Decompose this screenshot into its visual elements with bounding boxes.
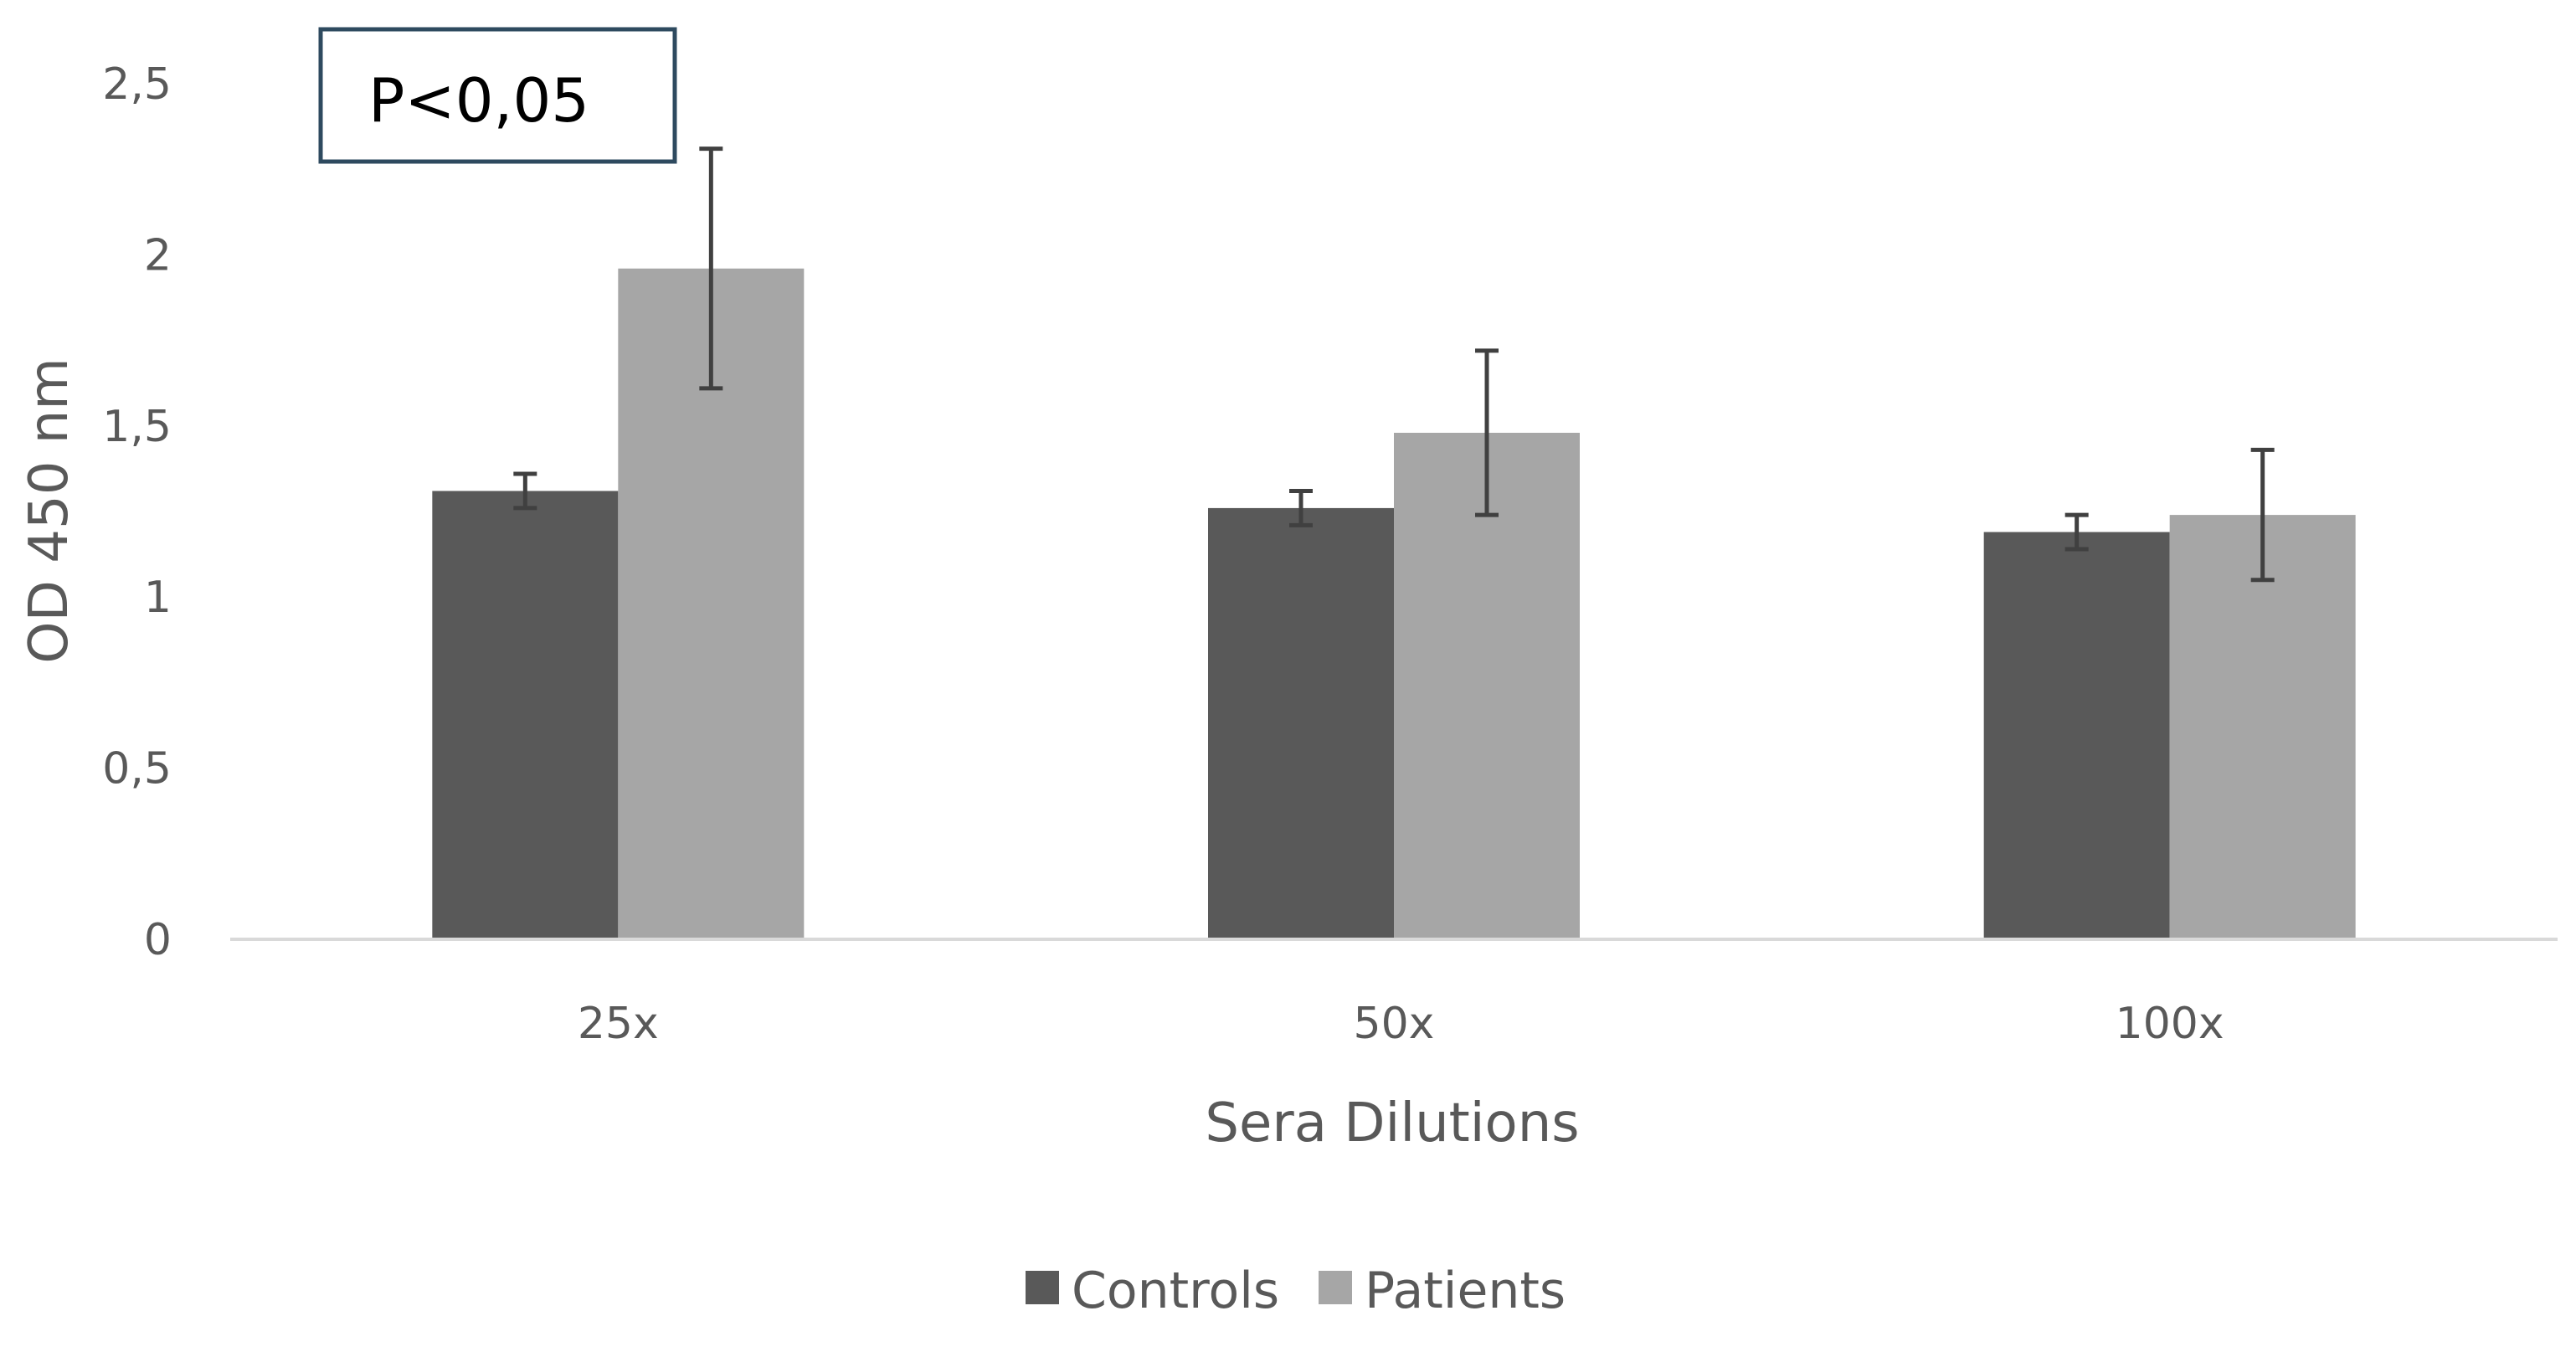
y-tick-label: 1,5 <box>102 402 172 452</box>
legend-swatch-patients <box>1319 1271 1352 1304</box>
x-tick-label: 50x <box>1354 999 1435 1049</box>
annotation-text: P<0,05 <box>368 65 589 136</box>
legend: Controls Patients <box>1026 1262 1566 1320</box>
bar-controls-50x <box>1208 507 1394 939</box>
x-axis-ticks: 25x 50x 100x <box>578 999 2224 1049</box>
x-tick-label: 100x <box>2116 999 2224 1049</box>
bar-controls-25x <box>432 491 619 939</box>
y-tick-label: 1 <box>144 573 172 623</box>
x-axis-title: Sera Dilutions <box>1205 1092 1579 1154</box>
y-axis-title: OD 450 nm <box>18 357 80 663</box>
error-bar-controls-25x <box>513 471 537 511</box>
legend-label-controls: Controls <box>1072 1262 1279 1320</box>
y-axis-ticks: 0 0,5 1 1,5 2 2,5 <box>102 59 172 965</box>
error-bars <box>513 147 2275 583</box>
bars <box>432 268 2356 939</box>
bar-controls-100x <box>1983 532 2170 939</box>
annotation-box <box>318 27 677 164</box>
error-bar-controls-50x <box>1289 488 1313 527</box>
significance-annotation: P<0,05 <box>318 27 677 164</box>
bar-patients-100x <box>2169 515 2356 939</box>
x-tick-label: 25x <box>578 999 659 1049</box>
error-bar-patients-25x <box>699 147 723 391</box>
legend-swatch-controls <box>1026 1271 1059 1304</box>
error-bar-patients-50x <box>1475 348 1499 517</box>
bar-patients-50x <box>1394 432 1580 939</box>
legend-label-patients: Patients <box>1365 1262 1566 1320</box>
error-bar-controls-100x <box>2064 512 2089 552</box>
y-tick-label: 2,5 <box>102 59 172 110</box>
y-tick-label: 0 <box>144 915 172 965</box>
y-tick-label: 0,5 <box>102 744 172 794</box>
y-tick-label: 2 <box>144 230 172 280</box>
error-bar-patients-100x <box>2250 447 2275 583</box>
